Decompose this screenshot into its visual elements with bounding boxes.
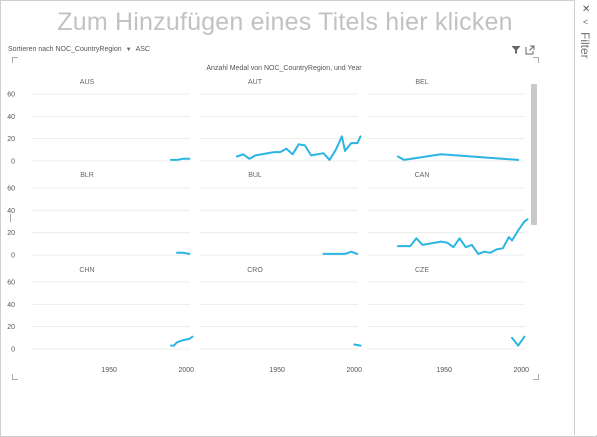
x-tick-label: 2000 (513, 367, 529, 374)
chevron-down-icon[interactable]: ▼ (125, 46, 132, 53)
resize-handle[interactable] (533, 374, 539, 380)
y-tick-label: 60 (7, 280, 15, 287)
sort-control[interactable]: Sortieren nach NOC_CountryRegion ▼ ASC (8, 46, 150, 53)
panel-title: CAN (415, 172, 430, 179)
y-tick-label: 0 (11, 347, 15, 354)
series-line (169, 157, 191, 161)
y-tick-label: 0 (11, 253, 15, 260)
panel-title: AUT (248, 79, 263, 86)
y-tick-label: 20 (7, 136, 15, 143)
series-line (236, 135, 362, 161)
chart-title: Anzahl Medal von NOC_CountryRegion, und … (206, 65, 362, 72)
panel-title: BLR (80, 172, 94, 179)
y-tick-label: 40 (7, 208, 15, 215)
chevron-left-icon[interactable]: < (583, 17, 589, 27)
panel-title: BEL (415, 79, 428, 86)
series-line (169, 335, 194, 347)
resize-handle[interactable] (533, 57, 539, 63)
y-tick-label: 0 (11, 159, 15, 166)
close-icon[interactable]: ✕ (582, 4, 591, 15)
resize-handle[interactable] (10, 214, 13, 222)
series-line (396, 218, 529, 255)
y-tick-label: 40 (7, 114, 15, 121)
x-tick-label: 2000 (346, 367, 362, 374)
series-line (511, 335, 526, 347)
y-tick-label: 20 (7, 324, 15, 331)
panel-title: CHN (79, 267, 94, 274)
series-line (322, 250, 359, 255)
filter-pane-label[interactable]: Filter (578, 32, 592, 59)
sort-field-label[interactable]: Sortieren nach NOC_CountryRegion (8, 46, 122, 53)
panel-title: BUL (248, 172, 262, 179)
series-line (396, 153, 520, 161)
filter-pane[interactable]: ✕ < Filter (574, 0, 597, 435)
x-tick-label: 1950 (101, 367, 117, 374)
y-tick-label: 60 (7, 92, 15, 99)
resize-handle[interactable] (12, 57, 18, 63)
filter-icon[interactable] (511, 45, 521, 55)
y-tick-label: 60 (7, 186, 15, 193)
panel-title: CRO (247, 267, 263, 274)
vertical-scrollbar-thumb[interactable] (531, 84, 537, 225)
resize-handle[interactable] (12, 374, 18, 380)
sort-order-label[interactable]: ASC (135, 46, 150, 53)
series-line (176, 251, 191, 255)
x-tick-label: 1950 (269, 367, 285, 374)
series-line (353, 343, 362, 347)
panel-title: CZE (415, 267, 429, 274)
x-tick-label: 1950 (436, 367, 452, 374)
x-tick-label: 2000 (178, 367, 194, 374)
y-tick-label: 20 (7, 230, 15, 237)
panel-title: AUS (80, 79, 95, 86)
page-title[interactable]: Zum Hinzufügen eines Titels hier klicken (57, 8, 513, 36)
visual-toolbar (511, 44, 539, 56)
popout-icon[interactable] (525, 45, 535, 55)
y-tick-label: 40 (7, 302, 15, 309)
